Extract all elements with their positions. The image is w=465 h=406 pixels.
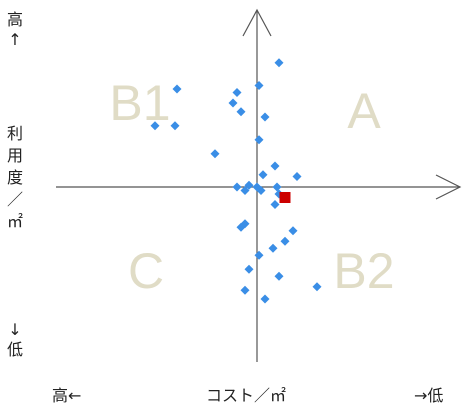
- data-point: [260, 112, 270, 122]
- quadrant-labels: A B1 C B2: [109, 75, 394, 299]
- highlight-points: [279, 192, 291, 203]
- data-point: [256, 186, 266, 195]
- data-point: [236, 222, 246, 232]
- x-axis-low-label: →低: [414, 386, 444, 405]
- x-axis-arrowhead: [435, 174, 462, 200]
- data-point: [254, 135, 264, 145]
- data-point: [150, 121, 160, 131]
- quadrant-label-a: A: [347, 83, 381, 139]
- data-point: [172, 84, 182, 94]
- data-point: [288, 226, 298, 236]
- quadrant-label-b2: B2: [333, 243, 394, 299]
- y-axis-high-label: 高↑: [6, 10, 23, 49]
- data-point: [260, 294, 270, 304]
- data-point: [240, 186, 250, 195]
- data-point: [268, 243, 278, 253]
- data-point: [274, 271, 284, 281]
- y-axis-title: 利 用 度 ／ ㎡: [6, 124, 24, 234]
- y-axis-low-label: ↓低: [6, 320, 23, 359]
- quadrant-label-b1: B1: [109, 75, 170, 131]
- data-point: [210, 149, 220, 159]
- x-axis-high-label: 高←: [52, 386, 82, 405]
- data-points: [150, 58, 322, 304]
- data-point: [228, 98, 238, 108]
- data-point: [236, 107, 246, 117]
- data-point: [272, 182, 282, 192]
- data-point: [270, 200, 280, 209]
- data-point: [312, 282, 322, 292]
- data-point: [274, 58, 284, 68]
- data-point: [280, 236, 290, 246]
- data-point: [292, 172, 302, 181]
- data-point: [170, 121, 180, 131]
- data-point: [254, 250, 264, 260]
- data-point: [240, 285, 250, 295]
- data-point: [258, 170, 268, 180]
- data-point: [232, 88, 242, 97]
- data-point: [270, 161, 280, 171]
- y-axis-title-char: 利: [6, 124, 23, 143]
- data-point: [232, 182, 242, 192]
- y-axis-arrowhead: [242, 8, 272, 37]
- data-point: [244, 180, 254, 190]
- data-point: [244, 264, 254, 274]
- y-axis-title-char: 度: [6, 168, 23, 187]
- x-axis-title: コスト／㎡: [206, 386, 287, 405]
- highlight-point: [279, 192, 291, 203]
- quadrant-label-c: C: [128, 243, 164, 299]
- y-axis-title-char: 用: [6, 146, 23, 165]
- y-axis-title-char: ㎡: [6, 212, 23, 231]
- y-axis-title-char: ／: [6, 190, 23, 209]
- data-point: [254, 81, 264, 90]
